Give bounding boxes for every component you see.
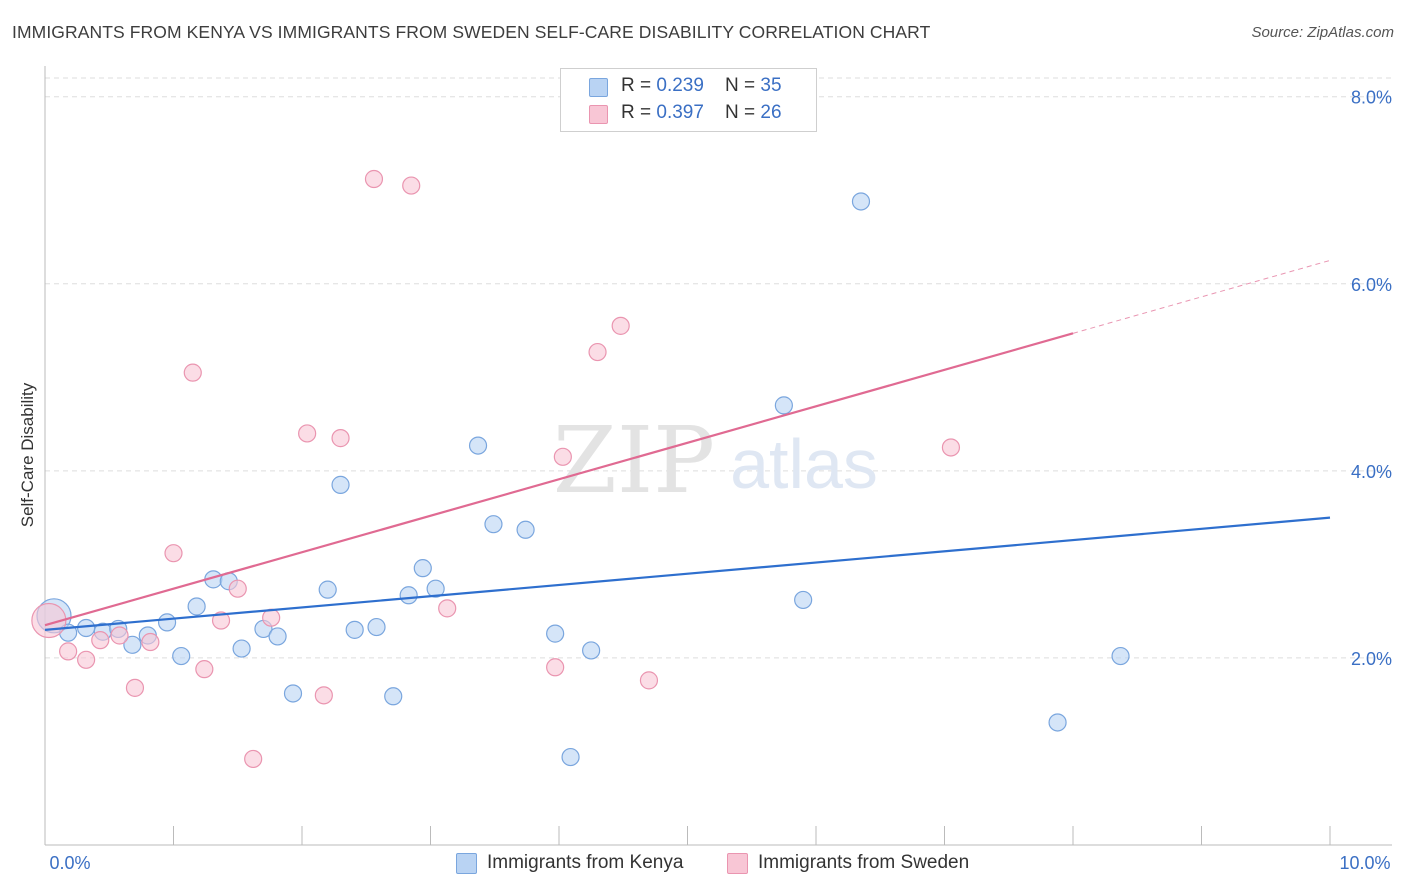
kenya-point bbox=[774, 396, 793, 415]
sweden-point bbox=[91, 631, 110, 650]
kenya-point bbox=[268, 627, 287, 646]
tick-labels: 2.0% 4.0% 6.0% 8.0% 0.0% 10.0% bbox=[49, 88, 1392, 873]
sweden-point bbox=[164, 544, 183, 563]
sweden-point bbox=[314, 686, 333, 705]
sweden-point bbox=[125, 678, 145, 697]
bottom-sweden-label: Immigrants from Sweden bbox=[758, 852, 970, 873]
sweden-point bbox=[141, 632, 160, 652]
sweden-point bbox=[639, 671, 659, 690]
sweden-point bbox=[262, 608, 281, 627]
kenya-point bbox=[1111, 646, 1130, 666]
sweden-point bbox=[553, 447, 572, 466]
sweden-point bbox=[402, 176, 421, 195]
sweden-trend-extension bbox=[1072, 259, 1331, 334]
bottom-kenya-swatch bbox=[456, 853, 477, 874]
kenya-trend-line bbox=[44, 516, 1331, 631]
y-tick-label: 2.0% bbox=[1351, 649, 1392, 669]
kenya-point bbox=[123, 635, 142, 654]
watermark-zip: ZIP bbox=[553, 407, 715, 514]
sweden-point bbox=[228, 579, 247, 598]
kenya-point bbox=[77, 618, 96, 638]
sweden-point bbox=[77, 650, 96, 669]
sweden-point bbox=[110, 626, 129, 645]
bottom-sweden-swatch bbox=[727, 853, 748, 874]
kenya-point bbox=[413, 559, 432, 578]
sweden-point bbox=[59, 642, 78, 661]
x-tick-label: 10.0% bbox=[1339, 853, 1390, 873]
trend-lines bbox=[44, 259, 1331, 631]
kenya-point bbox=[794, 590, 813, 610]
chart-title: IMMIGRANTS FROM KENYA VS IMMIGRANTS FROM… bbox=[12, 22, 931, 42]
sweden-point bbox=[244, 749, 263, 769]
x-tick-label: 0.0% bbox=[49, 853, 90, 873]
sweden-point bbox=[438, 599, 457, 618]
kenya-point bbox=[851, 192, 871, 211]
kenya-point bbox=[331, 475, 350, 494]
sweden-swatch bbox=[589, 105, 608, 124]
sweden-point bbox=[941, 438, 961, 457]
kenya-point bbox=[232, 639, 251, 658]
kenya-r-label: R = bbox=[621, 75, 657, 96]
kenya-point bbox=[157, 613, 177, 632]
sweden-trend-line bbox=[44, 332, 1074, 627]
sweden-r-label: R = bbox=[621, 102, 657, 123]
sweden-point bbox=[195, 660, 214, 679]
kenya-point bbox=[484, 515, 503, 534]
watermark: ZIP atlas bbox=[553, 407, 878, 514]
kenya-point bbox=[172, 646, 191, 666]
kenya-point bbox=[582, 641, 601, 660]
sweden-point bbox=[546, 658, 565, 677]
sweden-point bbox=[364, 169, 384, 189]
kenya-point bbox=[318, 580, 337, 599]
kenya-point bbox=[367, 617, 386, 637]
kenya-point bbox=[546, 624, 565, 643]
sweden-point bbox=[588, 342, 607, 362]
kenya-point bbox=[384, 687, 403, 706]
y-axis-label: Self-Care Disability bbox=[18, 382, 37, 528]
kenya-n-value: 35 bbox=[760, 75, 782, 96]
sweden-point bbox=[298, 424, 317, 443]
kenya-swatch bbox=[589, 78, 608, 97]
kenya-point bbox=[516, 520, 535, 539]
sweden-point bbox=[331, 429, 350, 448]
kenya-point bbox=[345, 620, 364, 639]
kenya-point bbox=[283, 684, 303, 703]
scatter-points bbox=[31, 169, 1130, 769]
kenya-point bbox=[1048, 713, 1067, 732]
sweden-n-value: 26 bbox=[760, 102, 782, 123]
stats-legend: R = 0.239 N = 35 R = 0.397 N = 26 bbox=[560, 68, 817, 132]
kenya-point bbox=[187, 597, 206, 616]
sweden-n-label: N = bbox=[725, 102, 761, 123]
y-tick-label: 6.0% bbox=[1351, 275, 1392, 295]
kenya-n-label: N = bbox=[725, 75, 761, 96]
kenya-point bbox=[561, 747, 580, 767]
sweden-point bbox=[211, 611, 231, 630]
source-label: Source: ZipAtlas.com bbox=[1251, 24, 1394, 41]
sweden-point bbox=[611, 316, 630, 335]
kenya-point bbox=[468, 436, 488, 455]
axes bbox=[44, 66, 1392, 846]
y-tick-label: 4.0% bbox=[1351, 462, 1392, 482]
watermark-atlas: atlas bbox=[730, 425, 878, 503]
kenya-point bbox=[399, 586, 418, 605]
kenya-r-value: 0.239 bbox=[656, 75, 704, 96]
sweden-point bbox=[183, 363, 202, 382]
bottom-kenya-label: Immigrants from Kenya bbox=[487, 852, 684, 873]
y-tick-label: 8.0% bbox=[1351, 88, 1392, 108]
sweden-r-value: 0.397 bbox=[656, 102, 704, 123]
kenya-point bbox=[426, 579, 445, 598]
